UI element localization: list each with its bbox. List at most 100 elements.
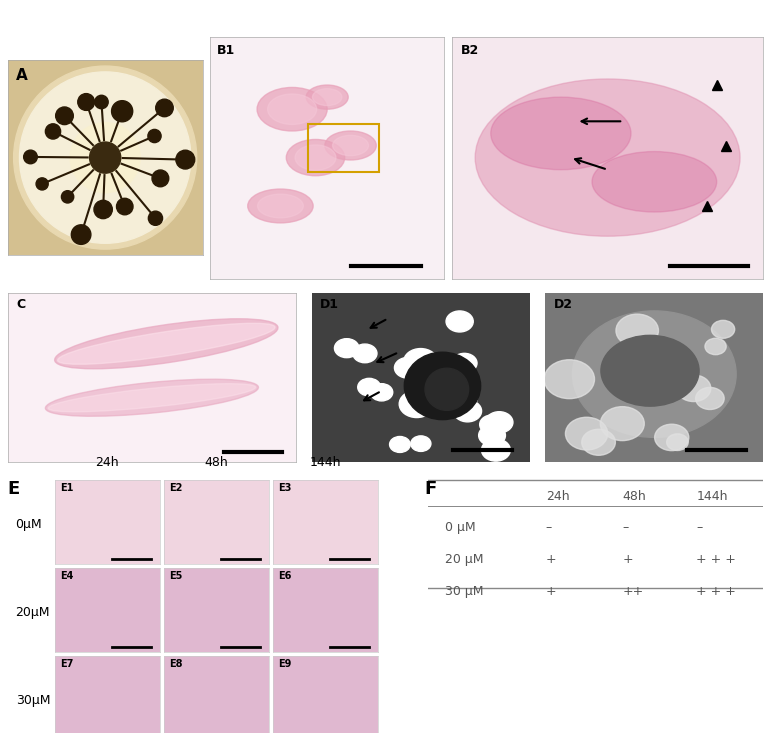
Circle shape (55, 107, 73, 125)
Text: 24h: 24h (95, 456, 119, 469)
Ellipse shape (58, 323, 275, 364)
Circle shape (358, 378, 381, 396)
Text: +: + (622, 553, 633, 567)
Circle shape (616, 314, 658, 347)
Circle shape (446, 311, 474, 332)
Ellipse shape (306, 85, 348, 109)
Circle shape (676, 375, 710, 402)
Circle shape (353, 344, 377, 363)
Circle shape (148, 211, 163, 225)
Ellipse shape (48, 383, 256, 412)
Circle shape (19, 72, 191, 243)
Circle shape (70, 122, 140, 193)
Ellipse shape (312, 89, 342, 106)
Circle shape (78, 94, 94, 111)
Circle shape (394, 358, 421, 378)
Ellipse shape (287, 139, 344, 176)
Text: E2: E2 (169, 482, 182, 493)
Ellipse shape (45, 379, 259, 416)
Circle shape (452, 353, 477, 373)
Text: 48h: 48h (622, 490, 647, 504)
Text: 24h: 24h (545, 490, 569, 504)
Ellipse shape (257, 87, 327, 131)
Text: 20 μM: 20 μM (446, 553, 484, 567)
Circle shape (545, 360, 594, 399)
Circle shape (435, 394, 460, 413)
Bar (308, 124, 379, 172)
Circle shape (441, 383, 478, 412)
Circle shape (117, 199, 133, 215)
Circle shape (711, 320, 735, 339)
Text: –: – (545, 520, 552, 534)
Text: C: C (16, 298, 26, 312)
Circle shape (36, 178, 48, 190)
Text: E9: E9 (278, 658, 291, 668)
Text: 0μM: 0μM (16, 518, 42, 531)
Ellipse shape (592, 152, 717, 212)
Text: + + +: + + + (696, 585, 736, 598)
Ellipse shape (333, 136, 368, 155)
Text: E5: E5 (169, 570, 182, 581)
Circle shape (148, 130, 161, 143)
Circle shape (667, 434, 688, 451)
Ellipse shape (55, 319, 278, 369)
Circle shape (601, 407, 644, 441)
Circle shape (152, 170, 169, 187)
Text: 30μM: 30μM (16, 694, 50, 707)
Text: E4: E4 (60, 570, 73, 581)
Ellipse shape (268, 94, 316, 125)
Text: –: – (696, 520, 703, 534)
Text: B2: B2 (461, 44, 479, 57)
Text: E: E (8, 480, 20, 498)
Circle shape (94, 200, 112, 218)
Circle shape (411, 436, 431, 452)
Circle shape (404, 349, 438, 375)
Text: E1: E1 (60, 482, 73, 493)
Circle shape (478, 425, 506, 446)
Ellipse shape (258, 194, 303, 218)
Ellipse shape (573, 311, 736, 438)
Circle shape (647, 351, 697, 390)
Text: + + +: + + + (696, 553, 736, 567)
Text: E3: E3 (278, 482, 291, 493)
Text: E6: E6 (278, 570, 291, 581)
Text: B1: B1 (217, 44, 235, 57)
Circle shape (654, 424, 689, 451)
Circle shape (14, 66, 197, 249)
Ellipse shape (404, 353, 481, 419)
Circle shape (480, 415, 505, 434)
Circle shape (95, 95, 108, 108)
Text: 48h: 48h (204, 456, 228, 469)
Circle shape (72, 225, 91, 244)
Circle shape (481, 439, 510, 461)
Text: –: – (622, 520, 629, 534)
Circle shape (390, 436, 411, 452)
Text: 30 μM: 30 μM (446, 585, 484, 598)
Ellipse shape (425, 368, 469, 410)
Text: 144h: 144h (696, 490, 728, 504)
Text: A: A (16, 68, 27, 83)
Text: 0 μM: 0 μM (446, 520, 476, 534)
Text: F: F (425, 480, 437, 498)
Text: +: + (545, 553, 556, 567)
Text: D2: D2 (554, 298, 573, 312)
Text: D1: D1 (320, 298, 340, 312)
Circle shape (705, 338, 726, 355)
Circle shape (334, 339, 359, 358)
Circle shape (582, 430, 615, 455)
Circle shape (90, 142, 121, 173)
Text: +: + (545, 585, 556, 598)
Ellipse shape (295, 145, 336, 170)
Text: 20μM: 20μM (16, 606, 50, 619)
Ellipse shape (475, 79, 740, 236)
Text: E7: E7 (60, 658, 73, 668)
Ellipse shape (491, 97, 631, 169)
Text: 144h: 144h (309, 456, 341, 469)
Circle shape (371, 383, 393, 401)
Ellipse shape (325, 131, 376, 160)
Circle shape (696, 388, 724, 410)
Circle shape (156, 99, 173, 117)
Circle shape (399, 391, 434, 418)
Circle shape (45, 124, 61, 139)
Circle shape (111, 100, 132, 122)
